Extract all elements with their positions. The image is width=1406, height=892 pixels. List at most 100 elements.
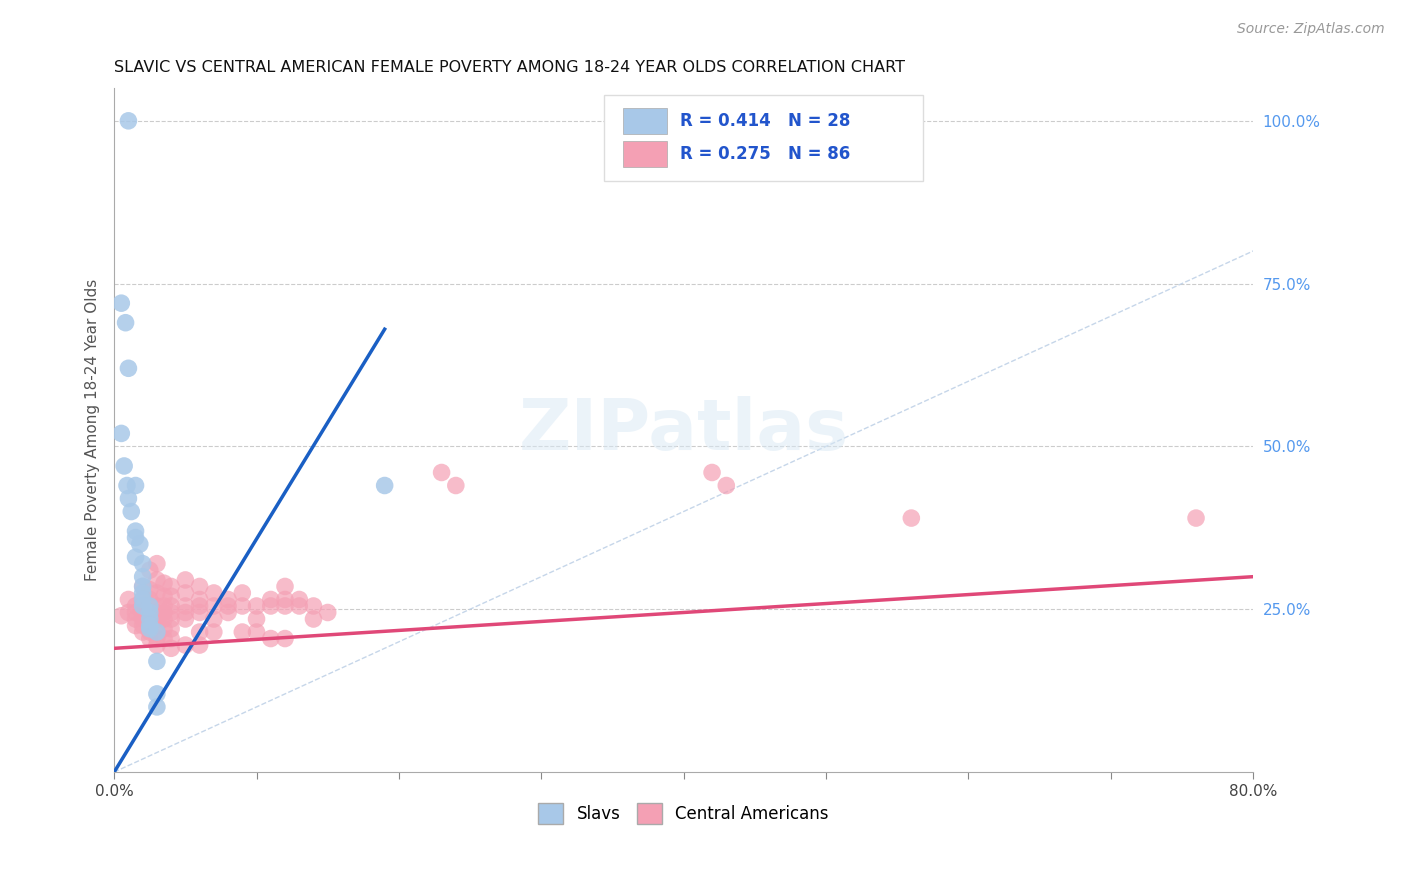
Point bbox=[139, 592, 162, 607]
Point bbox=[124, 524, 146, 538]
Point bbox=[124, 612, 146, 626]
Point bbox=[153, 606, 176, 620]
Point bbox=[217, 592, 239, 607]
Point bbox=[124, 531, 146, 545]
Point bbox=[131, 570, 153, 584]
Text: R = 0.414   N = 28: R = 0.414 N = 28 bbox=[681, 112, 851, 130]
Point bbox=[146, 586, 169, 600]
Point bbox=[160, 632, 183, 646]
Point bbox=[146, 654, 169, 668]
Point bbox=[146, 557, 169, 571]
Point bbox=[139, 599, 162, 613]
Text: Source: ZipAtlas.com: Source: ZipAtlas.com bbox=[1237, 22, 1385, 37]
Point bbox=[274, 579, 297, 593]
Point bbox=[217, 606, 239, 620]
Point bbox=[114, 316, 136, 330]
Point bbox=[900, 511, 922, 525]
Point bbox=[131, 612, 153, 626]
Point bbox=[202, 586, 225, 600]
Point bbox=[139, 618, 162, 632]
Point bbox=[139, 582, 162, 597]
Point bbox=[160, 579, 183, 593]
Point bbox=[231, 625, 253, 640]
Point bbox=[160, 599, 183, 613]
Point bbox=[160, 589, 183, 603]
Point bbox=[139, 606, 162, 620]
Point bbox=[174, 573, 197, 587]
Point bbox=[139, 622, 162, 636]
Point bbox=[231, 586, 253, 600]
Text: SLAVIC VS CENTRAL AMERICAN FEMALE POVERTY AMONG 18-24 YEAR OLDS CORRELATION CHAR: SLAVIC VS CENTRAL AMERICAN FEMALE POVERT… bbox=[114, 60, 905, 75]
Text: R = 0.275   N = 86: R = 0.275 N = 86 bbox=[681, 145, 851, 163]
Point bbox=[188, 606, 211, 620]
Point bbox=[288, 599, 311, 613]
Point bbox=[160, 622, 183, 636]
Point bbox=[146, 687, 169, 701]
Point bbox=[153, 599, 176, 613]
Text: ZIPatlas: ZIPatlas bbox=[519, 396, 849, 465]
Point bbox=[174, 586, 197, 600]
Point bbox=[174, 638, 197, 652]
Point bbox=[217, 599, 239, 613]
Point bbox=[139, 599, 162, 613]
Point bbox=[274, 632, 297, 646]
Point bbox=[110, 296, 132, 310]
Point bbox=[153, 612, 176, 626]
Point bbox=[112, 458, 135, 473]
Point bbox=[374, 478, 396, 492]
Point bbox=[131, 579, 153, 593]
Point bbox=[110, 426, 132, 441]
Point bbox=[260, 592, 283, 607]
Y-axis label: Female Poverty Among 18-24 Year Olds: Female Poverty Among 18-24 Year Olds bbox=[86, 279, 100, 582]
Point bbox=[120, 504, 142, 518]
FancyBboxPatch shape bbox=[623, 141, 666, 167]
Point bbox=[117, 491, 139, 506]
Point bbox=[117, 361, 139, 376]
Legend: Slavs, Central Americans: Slavs, Central Americans bbox=[530, 795, 837, 832]
Point bbox=[302, 599, 325, 613]
Point bbox=[139, 563, 162, 577]
Point bbox=[146, 573, 169, 587]
Point bbox=[188, 579, 211, 593]
Point bbox=[131, 606, 153, 620]
Point bbox=[202, 612, 225, 626]
Point bbox=[124, 618, 146, 632]
Point bbox=[245, 625, 267, 640]
Point bbox=[231, 599, 253, 613]
Point bbox=[124, 606, 146, 620]
Point bbox=[131, 579, 153, 593]
Point bbox=[131, 592, 153, 607]
Point bbox=[131, 599, 153, 613]
Point bbox=[444, 478, 467, 492]
Point bbox=[146, 612, 169, 626]
Point bbox=[128, 537, 150, 551]
Point bbox=[146, 632, 169, 646]
Point bbox=[202, 599, 225, 613]
FancyBboxPatch shape bbox=[603, 95, 922, 180]
Point bbox=[188, 592, 211, 607]
Point bbox=[117, 113, 139, 128]
Point bbox=[131, 557, 153, 571]
Point bbox=[131, 592, 153, 607]
Point bbox=[139, 612, 162, 626]
Point bbox=[131, 618, 153, 632]
Point bbox=[716, 478, 738, 492]
Point bbox=[146, 599, 169, 613]
Point bbox=[110, 608, 132, 623]
Point bbox=[274, 599, 297, 613]
Point bbox=[160, 612, 183, 626]
Point bbox=[117, 606, 139, 620]
Point bbox=[260, 632, 283, 646]
Point bbox=[174, 599, 197, 613]
Point bbox=[139, 625, 162, 640]
Point bbox=[260, 599, 283, 613]
Point bbox=[153, 589, 176, 603]
Point bbox=[124, 599, 146, 613]
Point bbox=[146, 700, 169, 714]
Point bbox=[146, 618, 169, 632]
Point bbox=[117, 592, 139, 607]
Point bbox=[131, 599, 153, 613]
Point bbox=[139, 606, 162, 620]
Point bbox=[188, 638, 211, 652]
Point bbox=[153, 632, 176, 646]
